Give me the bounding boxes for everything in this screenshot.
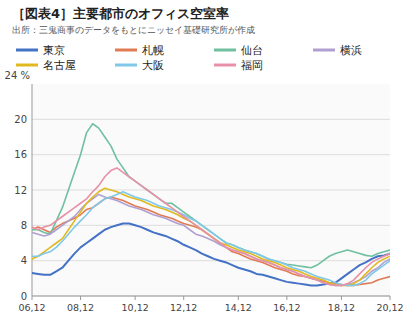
y-tick-label: 20 (14, 114, 27, 125)
x-tick-label: 20,12 (376, 302, 403, 313)
series-line (32, 194, 390, 285)
y-axis-line (32, 84, 33, 296)
grid-line (32, 296, 390, 297)
x-tick-label: 06,12 (18, 302, 45, 313)
grid-line (32, 225, 390, 226)
legend-item: 横浜 (313, 44, 362, 56)
plot-background (32, 84, 390, 296)
legend-label: 札幌 (142, 44, 164, 56)
legend-swatch (115, 64, 137, 67)
y-axis: 0 4 8 12 16 20 (14, 84, 390, 302)
y-tick-label: 0 (21, 291, 27, 302)
x-tick (390, 296, 391, 300)
x-tick-label: 16,12 (273, 302, 300, 313)
x-axis: 06,12 08,12 10,12 12,12 14,12 16,12 18,12 20,12 (18, 296, 403, 313)
y-tick-label: 16 (14, 149, 27, 160)
series-line (32, 197, 390, 285)
legend-label: 名古屋 (43, 59, 76, 71)
legend-label: 横浜 (340, 44, 362, 56)
grid-line (32, 119, 390, 120)
grid-line (32, 190, 390, 191)
grid-line (32, 154, 390, 155)
subtitle: 出所：三鬼商事のデータをもとにニッセイ基礎研究所が作成 (12, 25, 255, 35)
legend-item: 大阪 (115, 59, 164, 71)
x-tick-label: 08,12 (67, 302, 94, 313)
series-line (32, 124, 390, 268)
legend-swatch (16, 49, 38, 52)
y-tick-label: 4 (21, 255, 27, 266)
legend-item: 札幌 (115, 44, 164, 56)
legend-label: 東京 (43, 44, 65, 56)
legend-label: 大阪 (142, 59, 164, 71)
legend-label: 福岡 (241, 59, 263, 71)
chart: ［図表4］主要都市のオフィス空室率出所：三鬼商事のデータをもとにニッセイ基礎研究… (0, 0, 412, 321)
x-tick (286, 296, 287, 300)
legend-swatch (313, 49, 335, 52)
series-line (32, 192, 390, 286)
x-tick (183, 296, 184, 300)
y-tick-label: 8 (21, 220, 27, 231)
x-tick (80, 296, 81, 300)
series-lines (32, 124, 390, 286)
legend-swatch (214, 49, 236, 52)
grid-line (32, 260, 390, 261)
x-tick (238, 296, 239, 300)
legend-swatch (16, 64, 38, 67)
series-line (32, 168, 390, 285)
x-tick (341, 296, 342, 300)
legend-item: 仙台 (214, 44, 263, 56)
legend-item: 福岡 (214, 59, 263, 71)
x-tick (32, 296, 33, 300)
x-tick (135, 296, 136, 300)
legend-item: 東京 (16, 44, 65, 56)
y-tick-label: 12 (14, 185, 27, 196)
y-axis-label: 24 % (5, 70, 30, 81)
legend: 東京 札幌 仙台 横浜名古屋 大阪 福岡 (16, 44, 362, 71)
x-tick-label: 12,12 (170, 302, 197, 313)
x-tick-label: 14,12 (225, 302, 252, 313)
x-axis-line (32, 296, 390, 297)
legend-label: 仙台 (241, 44, 263, 56)
x-tick-label: 18,12 (328, 302, 355, 313)
x-tick-label: 10,12 (122, 302, 149, 313)
legend-swatch (115, 49, 137, 52)
title: ［図表4］主要都市のオフィス空室率 (12, 6, 229, 21)
legend-swatch (214, 64, 236, 67)
